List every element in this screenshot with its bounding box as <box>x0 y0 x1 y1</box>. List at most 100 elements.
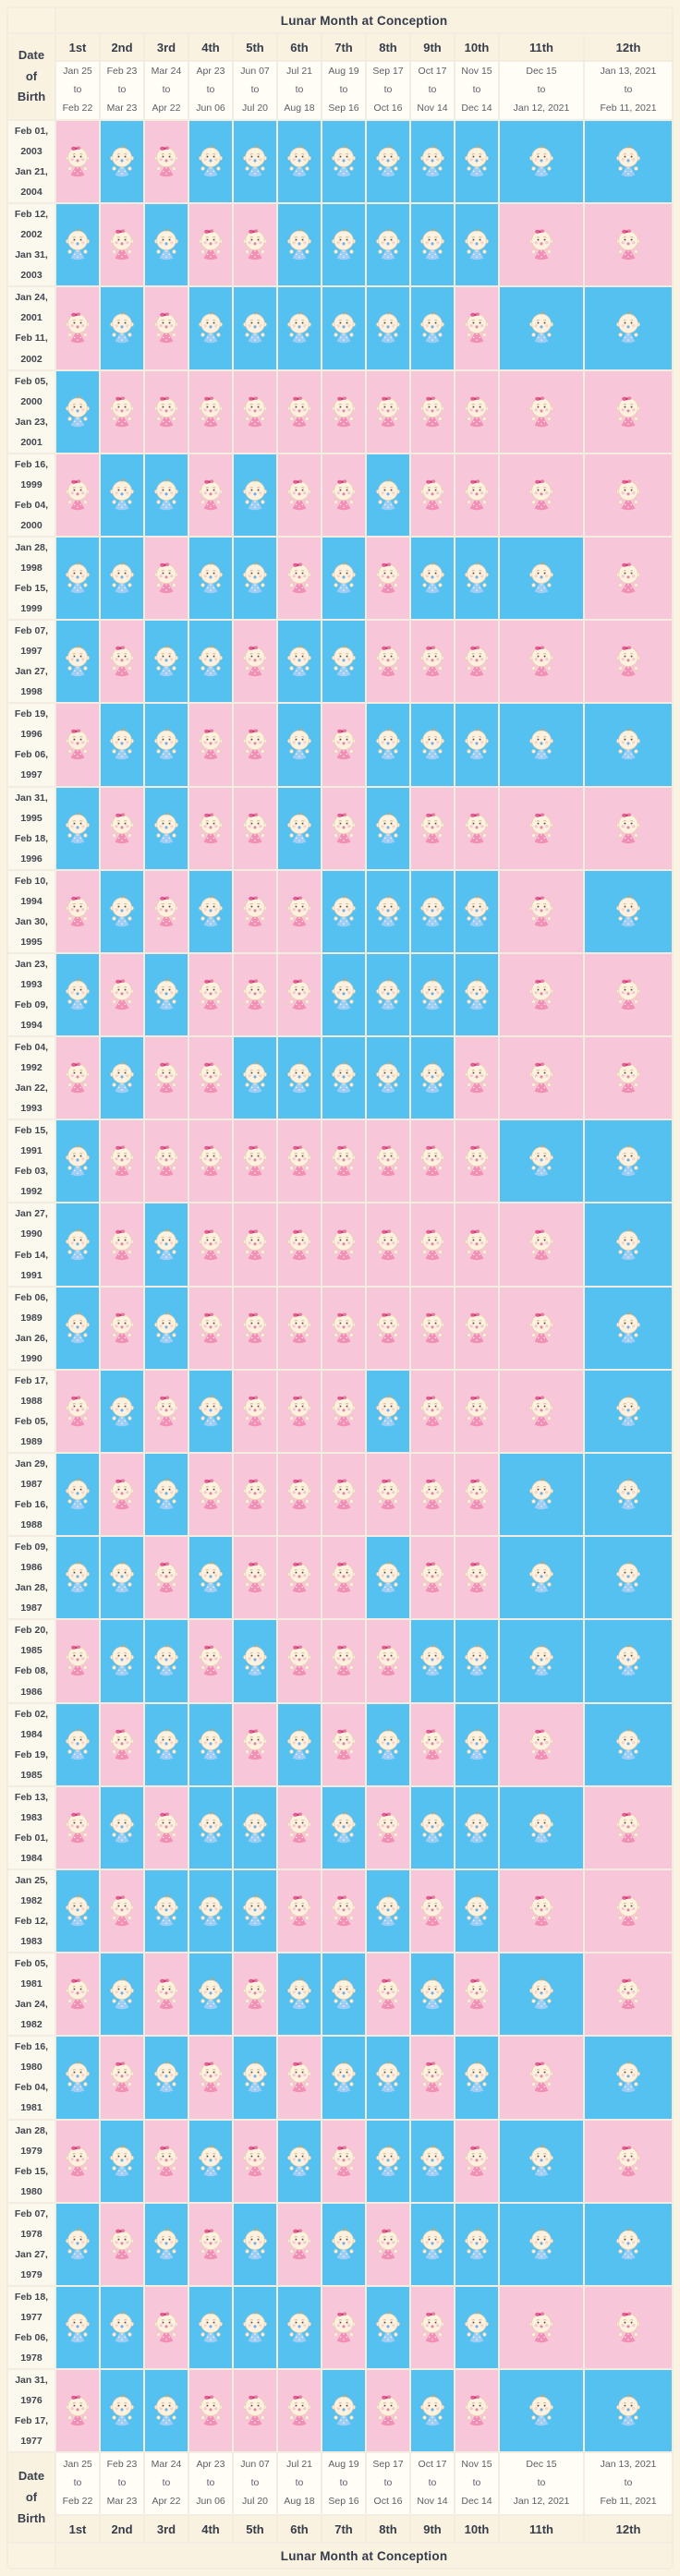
baby-boy-icon <box>287 2311 311 2343</box>
baby-girl-icon <box>287 396 311 427</box>
gender-cell-girl <box>234 2120 276 2202</box>
gender-cell-girl <box>500 621 583 703</box>
baby-girl-icon <box>287 1145 311 1177</box>
baby-girl-icon <box>287 2395 311 2426</box>
gender-cell-boy <box>367 1537 409 1619</box>
baby-girl-icon <box>199 979 223 1010</box>
range-line: to <box>295 2477 304 2489</box>
gender-cell-boy <box>585 121 673 203</box>
gender-cell-boy <box>189 1537 232 1619</box>
baby-girl-icon <box>287 479 311 511</box>
row-label-line: Jan 24, 2001 <box>15 292 48 324</box>
baby-girl-icon <box>420 1479 444 1510</box>
gender-cell-boy <box>101 704 143 786</box>
gender-cell-girl <box>189 787 232 869</box>
baby-boy-icon <box>616 895 640 927</box>
row-label-line: Jan 21, 2004 <box>15 166 48 199</box>
gender-cell-boy <box>585 870 673 952</box>
gender-cell-boy <box>56 2286 99 2369</box>
gender-cell-girl <box>145 1370 188 1452</box>
baby-girl-icon <box>420 1729 444 1760</box>
gender-cell-girl <box>411 1120 454 1203</box>
gender-cell-boy <box>234 2286 276 2369</box>
gender-cell-boy <box>367 870 409 952</box>
baby-girl-icon <box>287 1312 311 1343</box>
gender-cell-boy <box>585 287 673 369</box>
grid-row-2: Feb 12, 2002 Jan 31, 2003 <box>8 204 673 286</box>
baby-girl-icon <box>66 1396 90 1427</box>
gender-cell-girl <box>585 454 673 536</box>
range-line: Apr 23 <box>196 66 225 78</box>
baby-boy-icon <box>332 2061 356 2093</box>
gender-cell-boy <box>278 2286 321 2369</box>
gender-cell-boy <box>585 1537 673 1619</box>
baby-girl-icon <box>199 729 223 760</box>
baby-boy-icon <box>154 2394 178 2426</box>
row-label-line: Feb 17, 1988 <box>14 1374 49 1407</box>
baby-girl-icon <box>110 229 134 260</box>
gender-cell-boy <box>145 1287 188 1369</box>
range-line: Jul 21 <box>285 66 313 78</box>
gender-cell-boy <box>367 121 409 203</box>
gender-cell-girl <box>234 1537 276 1619</box>
month-header-bottom-5th: 5th <box>234 2516 276 2543</box>
baby-boy-icon <box>376 2145 400 2176</box>
gender-cell-girl <box>189 953 232 1036</box>
range-line: Jul 21 <box>285 2459 313 2471</box>
baby-boy-icon <box>420 1977 444 2010</box>
range-line: Oct 17 <box>418 66 447 78</box>
baby-boy-icon <box>465 895 489 927</box>
baby-boy-icon <box>110 1644 134 1676</box>
gender-grid: Feb 01, 2003 Jan 21, 2004 Feb 12, 2002 Jan … <box>8 121 673 2452</box>
gender-cell-girl <box>234 870 276 952</box>
baby-boy-icon <box>66 228 90 260</box>
range-line: Mar 24 <box>151 66 182 78</box>
baby-boy-icon <box>529 1811 553 1844</box>
gender-cell-girl <box>411 1203 454 1286</box>
baby-girl-icon <box>287 896 311 927</box>
baby-boy-icon <box>199 145 223 177</box>
row-label-line: Feb 18, 1977 <box>14 2291 49 2323</box>
gender-cell-girl <box>145 2286 188 2369</box>
baby-girl-icon <box>199 2229 223 2260</box>
gender-cell-boy <box>322 537 365 620</box>
gender-cell-boy <box>500 2370 583 2452</box>
baby-girl-icon <box>243 979 267 1010</box>
range-line: to <box>295 84 304 96</box>
month-header-top-12th: 12th <box>585 34 673 60</box>
gender-cell-girl <box>585 1869 673 1953</box>
baby-girl-icon <box>376 1145 400 1177</box>
baby-girl-icon <box>529 1729 553 1760</box>
month-header-top-7th: 7th <box>322 34 365 60</box>
baby-girl-icon <box>154 2146 178 2176</box>
gender-cell-girl <box>101 787 143 869</box>
baby-boy-icon <box>154 2061 178 2093</box>
gender-cell-boy <box>411 2370 454 2452</box>
month-header-bottom-6th: 6th <box>278 2516 321 2543</box>
baby-boy-icon <box>110 728 134 760</box>
baby-girl-icon <box>529 979 553 1010</box>
gender-cell-girl <box>500 1869 583 1953</box>
gender-cell-boy <box>367 1703 409 1785</box>
range-header-bottom-6th: Jul 21 to Aug 18 <box>278 2453 321 2515</box>
range-header-top-6th: Jul 21 to Aug 18 <box>278 62 321 119</box>
row-label-line: Feb 14, 1991 <box>14 1249 49 1281</box>
range-header-bottom-4th: Apr 23 to Jun 06 <box>189 2453 232 2515</box>
baby-girl-icon <box>243 2395 267 2426</box>
baby-girl-icon <box>287 1812 311 1844</box>
gender-cell-boy <box>585 1203 673 1286</box>
baby-girl-icon <box>376 1312 400 1343</box>
baby-girl-icon <box>529 1228 553 1260</box>
gender-cell-boy <box>278 1953 321 2036</box>
baby-girl-icon <box>465 1479 489 1510</box>
baby-boy-icon <box>110 1061 134 1094</box>
baby-girl-icon <box>332 1396 356 1427</box>
baby-boy-icon <box>66 2061 90 2093</box>
baby-boy-icon <box>287 1061 311 1094</box>
baby-girl-icon <box>199 1312 223 1343</box>
range-line: Jan 13, 2021 <box>600 2459 657 2471</box>
gender-cell-boy <box>101 2370 143 2452</box>
dob-line-2: of <box>25 2489 38 2504</box>
baby-girl-icon <box>243 1729 267 1760</box>
gender-cell-girl <box>500 204 583 286</box>
